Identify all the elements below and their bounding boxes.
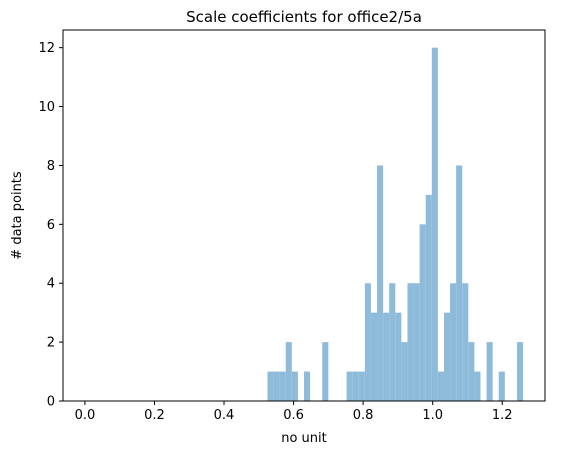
histogram-bar — [304, 372, 310, 401]
histogram-bar — [359, 372, 365, 401]
histogram-bar — [438, 372, 444, 401]
histogram-bar — [468, 342, 474, 401]
x-tick-label: 1.0 — [422, 408, 443, 423]
histogram-bar — [280, 372, 286, 401]
y-tick-label: 2 — [47, 336, 55, 351]
histogram-bar — [322, 342, 328, 401]
y-tick-label: 8 — [47, 159, 55, 174]
x-tick-label: 0.8 — [353, 408, 374, 423]
histogram-bar — [389, 283, 395, 401]
histogram-bar — [292, 372, 298, 401]
histogram-bar — [407, 283, 413, 401]
histogram-bar — [414, 283, 420, 401]
histogram-bar — [347, 372, 353, 401]
chart-title: Scale coefficients for office2/5a — [186, 8, 422, 26]
histogram-bar — [401, 342, 407, 401]
y-axis-ticks: 0 2 4 6 8 10 12 — [38, 41, 63, 409]
histogram-bar — [432, 48, 438, 401]
x-tick-label: 1.2 — [492, 408, 513, 423]
x-tick-label: 0.0 — [75, 408, 96, 423]
y-axis-label: # data points — [10, 171, 25, 260]
histogram-bar — [444, 313, 450, 401]
histogram-bar — [365, 283, 371, 401]
histogram-bar — [286, 342, 292, 401]
y-tick-label: 4 — [47, 277, 55, 292]
histogram-bar — [456, 165, 462, 401]
y-tick-label: 10 — [38, 100, 55, 115]
histogram-bar — [499, 372, 505, 401]
histogram-bar — [383, 313, 389, 401]
histogram-bar — [426, 195, 432, 401]
histogram-bar — [487, 342, 493, 401]
histogram-bar — [395, 313, 401, 401]
histogram-bar — [517, 342, 523, 401]
x-tick-label: 0.4 — [214, 408, 235, 423]
x-tick-label: 0.2 — [144, 408, 165, 423]
histogram-bar — [450, 283, 456, 401]
x-tick-label: 0.6 — [283, 408, 304, 423]
histogram-bar — [371, 313, 377, 401]
histogram-bar — [377, 165, 383, 401]
y-tick-label: 6 — [47, 218, 55, 233]
histogram-bar — [462, 283, 468, 401]
x-axis-label: no unit — [281, 431, 327, 446]
histogram-bar — [474, 372, 480, 401]
bars-layer — [267, 48, 523, 401]
histogram-bar — [420, 224, 426, 401]
histogram-bar — [267, 372, 273, 401]
histogram-bar — [353, 372, 359, 401]
histogram-bar — [274, 372, 280, 401]
x-axis-ticks: 0.0 0.2 0.4 0.6 0.8 1.0 1.2 — [75, 401, 513, 423]
y-tick-label: 0 — [47, 395, 55, 410]
y-tick-label: 12 — [38, 41, 55, 56]
